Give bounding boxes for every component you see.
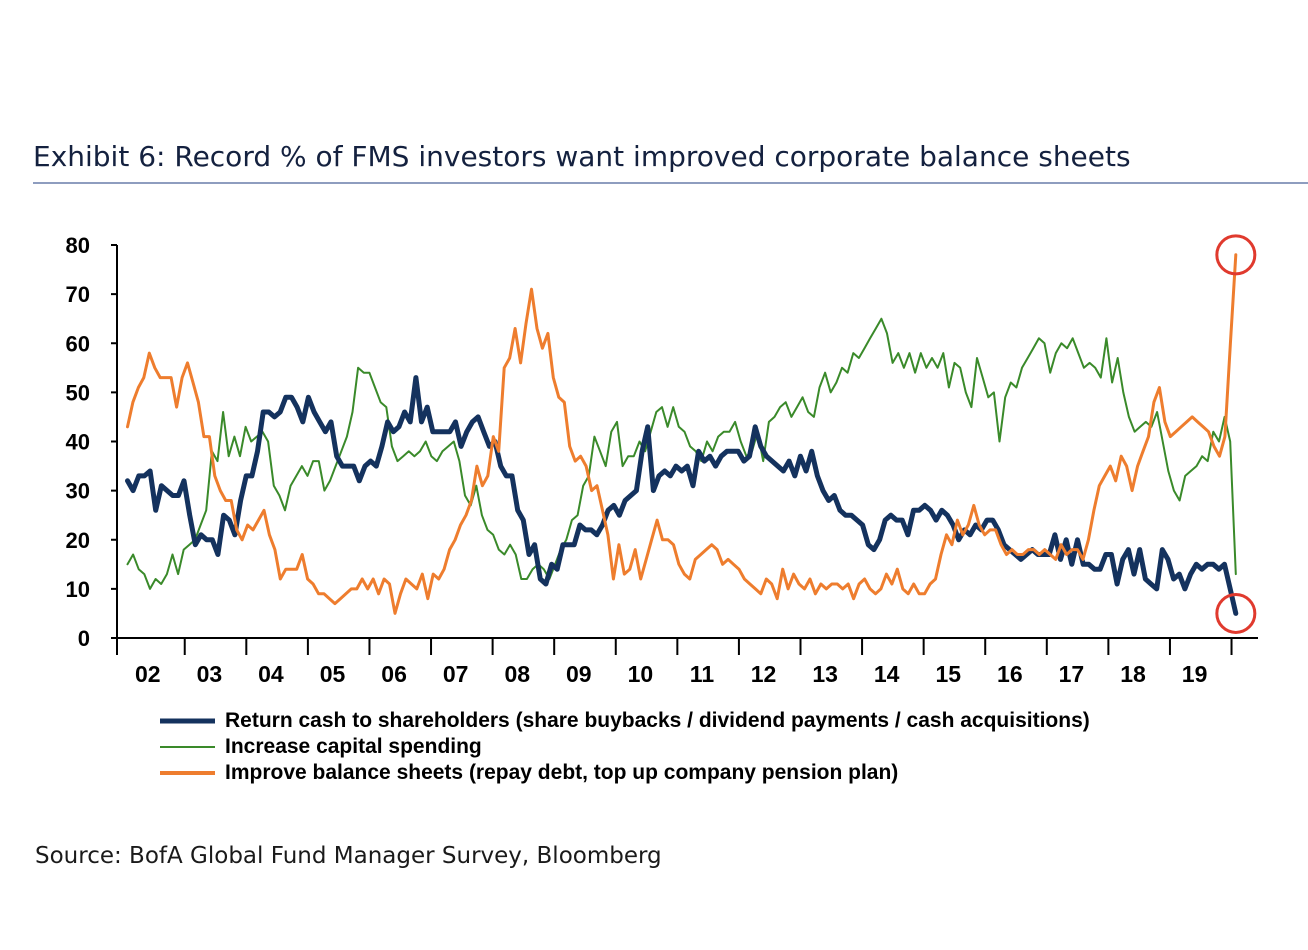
x-tick-label: 15: [935, 661, 961, 687]
x-tick-label: 04: [258, 661, 284, 687]
series-lines: [125, 253, 1239, 616]
x-tick-label: 19: [1182, 661, 1208, 687]
legend: Return cash to shareholders (share buyba…: [160, 708, 1090, 786]
x-tick-label: 10: [628, 661, 654, 687]
x-tick-label: 14: [874, 661, 900, 687]
legend-swatch: [160, 746, 215, 748]
x-tick-label: 05: [320, 661, 346, 687]
x-tick-label: 16: [997, 661, 1023, 687]
x-tick-label: 03: [197, 661, 223, 687]
y-tick-label: 40: [66, 430, 90, 455]
annotations: [1215, 234, 1257, 634]
y-tick-label: 50: [66, 380, 90, 405]
x-tick-label: 12: [751, 661, 777, 687]
highlight-circle: [1215, 234, 1257, 276]
source-note: Source: BofA Global Fund Manager Survey,…: [35, 843, 662, 869]
legend-label: Improve balance sheets (repay debt, top …: [225, 761, 899, 784]
axes: 0 10 20 30 40 50 60 70 80 02 03 04 05 06 07 08 09 10 11 12 1…: [66, 233, 1258, 687]
legend-label: Return cash to shareholders (share buyba…: [225, 709, 1090, 732]
series-line: [125, 375, 1239, 616]
legend-swatch: [160, 718, 215, 724]
legend-swatch: [160, 771, 215, 775]
x-tick-label: 17: [1059, 661, 1085, 687]
y-tick-label: 80: [66, 233, 90, 258]
title-divider: [33, 182, 1308, 184]
series-line: [126, 317, 1237, 590]
chart-title: Exhibit 6: Record % of FMS investors wan…: [33, 140, 1131, 173]
legend-label: Increase capital spending: [225, 735, 482, 758]
y-tick-label: 60: [66, 331, 90, 356]
y-tick-label: 30: [66, 479, 90, 504]
x-tick-label: 02: [135, 661, 161, 687]
x-tick-label: 06: [381, 661, 407, 687]
legend-item: Increase capital spending: [160, 734, 1090, 760]
highlight-circle: [1215, 592, 1257, 634]
x-tick-label: 07: [443, 661, 469, 687]
x-tick-label: 09: [566, 661, 592, 687]
line-chart: 0 10 20 30 40 50 60 70 80 02 03 04 05 06 07 08 09 10 11 12 1…: [66, 233, 1258, 687]
legend-item: Improve balance sheets (repay debt, top …: [160, 760, 1090, 786]
x-tick-label: 18: [1120, 661, 1146, 687]
x-tick-label: 13: [812, 661, 838, 687]
x-tick-label: 08: [504, 661, 530, 687]
x-tick-label: 11: [690, 661, 715, 687]
y-tick-label: 70: [66, 282, 90, 307]
y-tick-label: 0: [78, 626, 90, 651]
y-tick-label: 20: [66, 528, 90, 553]
series-line: [126, 253, 1238, 615]
legend-item: Return cash to shareholders (share buyba…: [160, 708, 1090, 734]
y-tick-label: 10: [66, 577, 90, 602]
